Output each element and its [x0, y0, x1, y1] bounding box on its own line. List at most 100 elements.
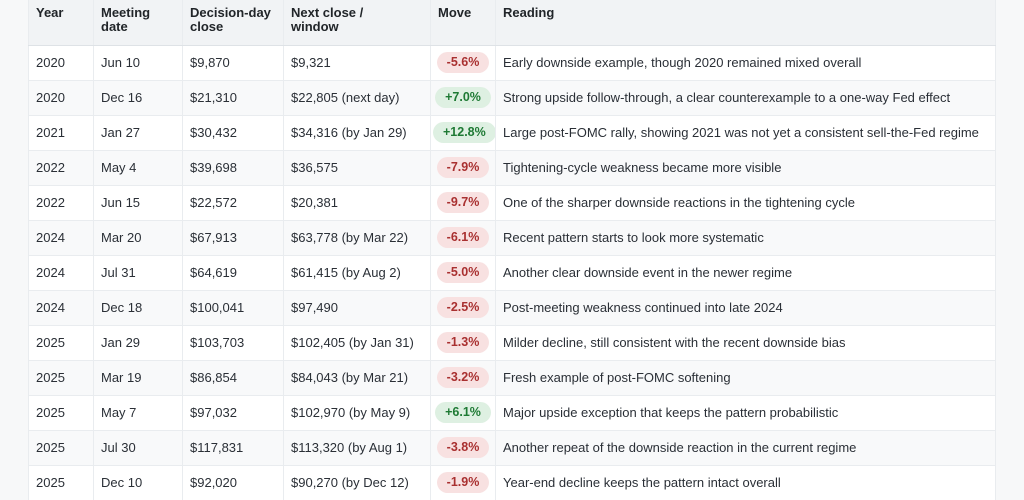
cell-reading: Fresh example of post-FOMC softening	[495, 360, 996, 396]
cell-next-close-window: $9,321	[283, 45, 431, 81]
cell-next-close-window: $84,043 (by Mar 21)	[283, 360, 431, 396]
cell-meeting-date: Dec 18	[93, 290, 183, 326]
cell-next-close-window: $102,970 (by May 9)	[283, 395, 431, 431]
col-header-decision-day-close: Decision-day close	[182, 0, 284, 46]
cell-reading: Post-meeting weakness continued into lat…	[495, 290, 996, 326]
cell-year: 2024	[28, 220, 94, 256]
cell-reading: Large post-FOMC rally, showing 2021 was …	[495, 115, 996, 151]
cell-decision-day-close: $92,020	[182, 465, 284, 500]
table-row: 2022 Jun 15 $22,572 $20,381 -9.7% One of…	[28, 185, 996, 221]
col-header-meeting-date: Meeting date	[93, 0, 183, 46]
cell-move: -6.1%	[430, 220, 496, 256]
cell-meeting-date: Jun 10	[93, 45, 183, 81]
cell-reading: Another clear downside event in the newe…	[495, 255, 996, 291]
table-body: 2020 Jun 10 $9,870 $9,321 -5.6% Early do…	[28, 45, 996, 500]
cell-move: +12.8%	[430, 115, 496, 151]
cell-reading: Major upside exception that keeps the pa…	[495, 395, 996, 431]
cell-decision-day-close: $97,032	[182, 395, 284, 431]
cell-reading: Tightening-cycle weakness became more vi…	[495, 150, 996, 186]
table-row: 2021 Jan 27 $30,432 $34,316 (by Jan 29) …	[28, 115, 996, 151]
move-badge: -6.1%	[436, 227, 490, 248]
table-row: 2020 Dec 16 $21,310 $22,805 (next day) +…	[28, 80, 996, 116]
move-badge: +6.1%	[435, 402, 491, 423]
move-badge: -5.6%	[436, 52, 490, 73]
cell-year: 2025	[28, 430, 94, 466]
cell-meeting-date: Jul 31	[93, 255, 183, 291]
cell-decision-day-close: $9,870	[182, 45, 284, 81]
cell-decision-day-close: $100,041	[182, 290, 284, 326]
table-row: 2025 Mar 19 $86,854 $84,043 (by Mar 21) …	[28, 360, 996, 396]
cell-reading: Early downside example, though 2020 rema…	[495, 45, 996, 81]
cell-next-close-window: $97,490	[283, 290, 431, 326]
cell-next-close-window: $90,270 (by Dec 12)	[283, 465, 431, 500]
move-badge: -9.7%	[436, 192, 490, 213]
move-badge: +12.8%	[433, 122, 495, 143]
cell-next-close-window: $34,316 (by Jan 29)	[283, 115, 431, 151]
cell-move: +7.0%	[430, 80, 496, 116]
cell-decision-day-close: $39,698	[182, 150, 284, 186]
cell-year: 2024	[28, 255, 94, 291]
cell-meeting-date: Mar 19	[93, 360, 183, 396]
cell-next-close-window: $113,320 (by Aug 1)	[283, 430, 431, 466]
fomc-reactions-table: Year Meeting date Decision-day close Nex…	[28, 0, 996, 500]
table-row: 2025 Jul 30 $117,831 $113,320 (by Aug 1)…	[28, 430, 996, 466]
cell-year: 2021	[28, 115, 94, 151]
col-header-move: Move	[430, 0, 496, 46]
col-header-year-label: Year	[36, 5, 64, 20]
move-badge: -3.2%	[436, 367, 490, 388]
cell-move: -3.2%	[430, 360, 496, 396]
cell-decision-day-close: $67,913	[182, 220, 284, 256]
cell-meeting-date: Dec 10	[93, 465, 183, 500]
cell-year: 2020	[28, 45, 94, 81]
cell-meeting-date: Jul 30	[93, 430, 183, 466]
cell-next-close-window: $22,805 (next day)	[283, 80, 431, 116]
cell-move: +6.1%	[430, 395, 496, 431]
cell-year: 2025	[28, 395, 94, 431]
col-header-year: Year	[28, 0, 94, 46]
cell-decision-day-close: $86,854	[182, 360, 284, 396]
cell-meeting-date: May 4	[93, 150, 183, 186]
col-header-meeting-date-label: Meeting date	[101, 5, 151, 35]
cell-next-close-window: $102,405 (by Jan 31)	[283, 325, 431, 361]
cell-move: -5.6%	[430, 45, 496, 81]
cell-decision-day-close: $21,310	[182, 80, 284, 116]
cell-move: -1.9%	[430, 465, 496, 500]
col-header-decision-day-close-label: Decision-day close	[190, 5, 271, 35]
cell-meeting-date: Dec 16	[93, 80, 183, 116]
cell-year: 2024	[28, 290, 94, 326]
cell-next-close-window: $20,381	[283, 185, 431, 221]
cell-year: 2022	[28, 185, 94, 221]
cell-decision-day-close: $22,572	[182, 185, 284, 221]
cell-year: 2025	[28, 360, 94, 396]
move-badge: -3.8%	[436, 437, 490, 458]
cell-year: 2025	[28, 325, 94, 361]
table-row: 2020 Jun 10 $9,870 $9,321 -5.6% Early do…	[28, 45, 996, 81]
header-row: Year Meeting date Decision-day close Nex…	[28, 0, 996, 46]
col-header-reading: Reading	[495, 0, 996, 46]
table-row: 2024 Jul 31 $64,619 $61,415 (by Aug 2) -…	[28, 255, 996, 291]
move-badge: -1.9%	[436, 472, 490, 493]
cell-next-close-window: $36,575	[283, 150, 431, 186]
table-row: 2025 May 7 $97,032 $102,970 (by May 9) +…	[28, 395, 996, 431]
cell-move: -9.7%	[430, 185, 496, 221]
cell-move: -5.0%	[430, 255, 496, 291]
cell-reading: Recent pattern starts to look more syste…	[495, 220, 996, 256]
cell-reading: Milder decline, still consistent with th…	[495, 325, 996, 361]
cell-decision-day-close: $30,432	[182, 115, 284, 151]
cell-year: 2025	[28, 465, 94, 500]
table-row: 2025 Jan 29 $103,703 $102,405 (by Jan 31…	[28, 325, 996, 361]
cell-year: 2020	[28, 80, 94, 116]
cell-move: -2.5%	[430, 290, 496, 326]
cell-reading: Another repeat of the downside reaction …	[495, 430, 996, 466]
table-row: 2025 Dec 10 $92,020 $90,270 (by Dec 12) …	[28, 465, 996, 500]
table-row: 2024 Dec 18 $100,041 $97,490 -2.5% Post-…	[28, 290, 996, 326]
table-row: 2024 Mar 20 $67,913 $63,778 (by Mar 22) …	[28, 220, 996, 256]
cell-meeting-date: Jan 29	[93, 325, 183, 361]
cell-reading: Strong upside follow-through, a clear co…	[495, 80, 996, 116]
cell-reading: One of the sharper downside reactions in…	[495, 185, 996, 221]
col-header-move-label: Move	[438, 5, 472, 20]
table-row: 2022 May 4 $39,698 $36,575 -7.9% Tighten…	[28, 150, 996, 186]
col-header-next-close-window-label: Next close / window	[291, 5, 364, 35]
cell-decision-day-close: $117,831	[182, 430, 284, 466]
